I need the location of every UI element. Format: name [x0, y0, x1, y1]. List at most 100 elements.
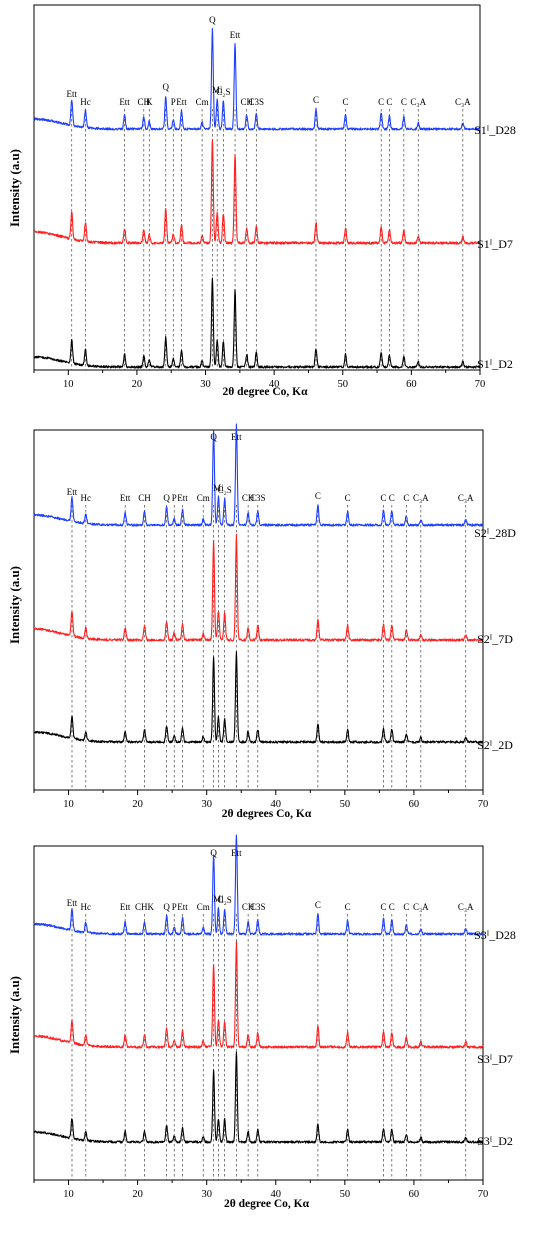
peak-label: C3S — [250, 902, 266, 912]
peak-label: C₃A — [455, 97, 471, 107]
peak-label: C — [389, 902, 395, 912]
peak-label: CHK — [135, 902, 155, 912]
series-line — [33, 277, 481, 369]
series-label: S2ᴵ_7D — [477, 632, 513, 646]
x-tick-label: 30 — [201, 1189, 212, 1200]
x-tick-label: 50 — [340, 1189, 351, 1200]
peak-label: CH — [242, 902, 255, 912]
peak-label: Ett — [67, 898, 78, 908]
y-axis-title: Intensity (a.u) — [7, 566, 22, 644]
peak-label: Q — [163, 493, 170, 503]
peak-label: C — [315, 900, 321, 910]
peak-label: Q — [210, 848, 217, 858]
x-tick-label: 30 — [200, 379, 211, 390]
peak-label: Ett — [67, 487, 78, 497]
peak-label: Mi — [212, 85, 223, 95]
peak-label: Cm — [197, 493, 210, 503]
peak-label: Ett — [177, 493, 188, 503]
series-label: S3ᴵ_D28 — [474, 928, 516, 942]
x-tick-label: 40 — [271, 799, 282, 810]
peak-label: P — [172, 493, 177, 503]
peak-label: Hc — [81, 493, 92, 503]
x-tick-label: 60 — [409, 799, 420, 810]
peak-label: CH — [240, 97, 253, 107]
peak-label: C — [386, 97, 392, 107]
series-line — [33, 138, 481, 245]
peak-label: C — [315, 491, 321, 501]
peak-label: C₃A — [458, 493, 474, 503]
xrd-panel-2: 10 20 30 40 50 60 70 2θ degrees Co, Kα Intensity… — [7, 423, 516, 820]
peak-label: Hc — [81, 902, 92, 912]
x-tick-label: 40 — [269, 379, 280, 390]
x-tick-label: 10 — [63, 1189, 74, 1200]
peak-label: Ett — [231, 432, 242, 442]
series-line — [33, 27, 481, 131]
peak-label: C — [313, 95, 319, 105]
peak-label: Q — [210, 432, 217, 442]
series-line — [33, 1051, 484, 1144]
x-tick-label: 60 — [406, 379, 417, 390]
peak-label: Ett — [66, 89, 77, 99]
x-tick-label: 70 — [478, 1189, 489, 1200]
peak-label: C — [381, 493, 387, 503]
x-tick-label: 20 — [132, 1189, 143, 1200]
x-tick-label: 70 — [475, 379, 486, 390]
peak-label: C — [389, 493, 395, 503]
peak-label: CH — [138, 493, 151, 503]
peak-label: Hc — [80, 97, 91, 107]
x-tick-label: 10 — [63, 799, 74, 810]
x-axis-title: 2θ degree Co, Kα — [224, 1198, 310, 1210]
peak-label: C — [343, 97, 349, 107]
series-line — [33, 940, 484, 1049]
peak-label: C₂S — [216, 87, 230, 97]
x-tick-label: 20 — [132, 799, 143, 810]
peak-label: C₃A — [410, 97, 426, 107]
x-tick-label: 30 — [201, 799, 212, 810]
peak-label: C — [401, 97, 407, 107]
peak-label: K — [146, 97, 153, 107]
peak-label: Cm — [197, 902, 210, 912]
x-tick-label: 50 — [340, 799, 351, 810]
peak-label: C — [381, 902, 387, 912]
series-line — [33, 423, 484, 527]
peak-label: Mi — [213, 483, 224, 493]
peak-label: C — [403, 493, 409, 503]
series-label: S2ᴵ_2D — [477, 738, 513, 752]
series-label: S3ᴵ_D7 — [477, 1052, 513, 1066]
x-axis-title: 2θ degrees Co, Kα — [222, 808, 312, 820]
x-tick-label: 60 — [409, 1189, 420, 1200]
x-tick-label: 20 — [132, 379, 143, 390]
xrd-panel-3: 10 20 30 40 50 60 70 2θ degree Co, Kα Intensity … — [7, 834, 516, 1210]
peak-label: Mi — [213, 894, 224, 904]
peak-label: P — [172, 902, 177, 912]
peak-label: Ett — [230, 30, 241, 40]
peak-label: C — [378, 97, 384, 107]
plot-frame — [33, 429, 484, 791]
series-label: S1ᴵ_D2 — [477, 357, 513, 371]
peak-label: C — [345, 493, 351, 503]
series-line — [33, 533, 484, 642]
plot-frame — [33, 4, 481, 371]
peak-label: C — [345, 902, 351, 912]
peak-label: CH — [138, 97, 151, 107]
peak-label: C₃A — [458, 902, 474, 912]
peak-label: Ett — [231, 848, 242, 858]
peak-label: CH — [242, 493, 255, 503]
peak-label: Q — [209, 15, 216, 25]
peak-label: Q — [163, 902, 170, 912]
series-label: S3ᴵ_D2 — [477, 1134, 513, 1148]
peak-label: C3S — [250, 493, 266, 503]
y-axis-title: Intensity (a.u) — [7, 149, 22, 227]
series-label: S1ᴵ_D7 — [477, 237, 513, 251]
y-axis-title: Intensity (a.u) — [7, 976, 22, 1054]
peak-label: C3S — [249, 97, 265, 107]
peak-label: Q — [162, 82, 169, 92]
peak-label: Ett — [119, 97, 130, 107]
peak-label: C₂S — [218, 485, 232, 495]
plot-frame — [33, 845, 484, 1181]
peak-label: Ett — [120, 493, 131, 503]
peak-label: P — [171, 97, 176, 107]
x-tick-label: 50 — [338, 379, 349, 390]
x-axis-title: 2θ degree Co, Kα — [222, 386, 308, 398]
